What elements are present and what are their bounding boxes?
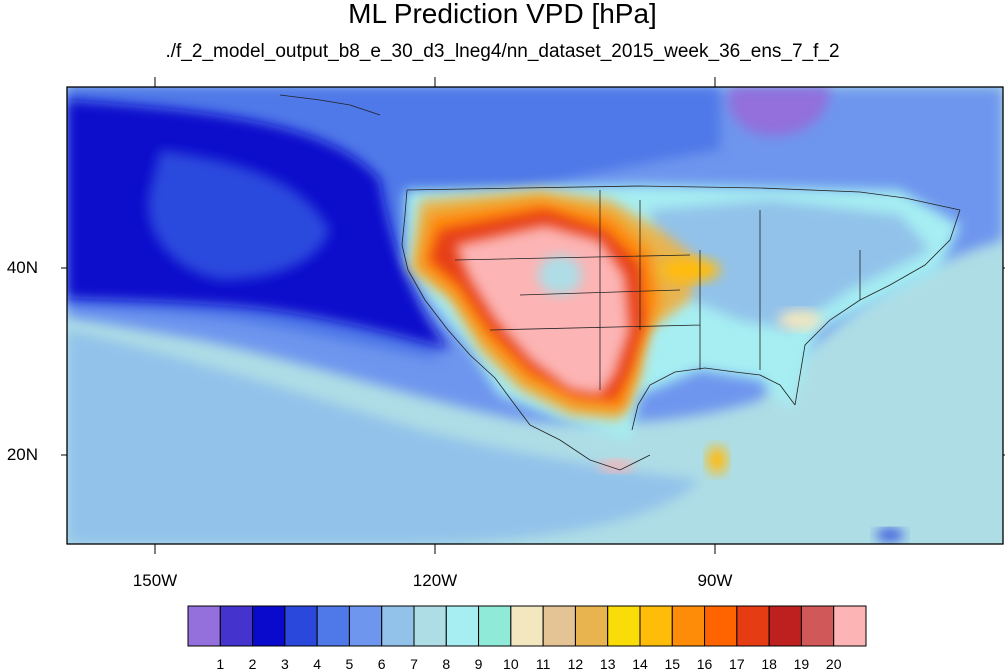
lat-label: 40N	[6, 258, 38, 277]
lat-label: 20N	[6, 445, 38, 464]
colorbar-label: 12	[567, 656, 584, 672]
colorbar-label: 15	[664, 656, 681, 672]
lon-label: 120W	[412, 571, 458, 590]
colorbar-label: 13	[599, 656, 616, 672]
colorbar-label: 11	[535, 656, 551, 672]
colorbar-label: 18	[761, 656, 777, 672]
colorbar-label: 7	[410, 656, 418, 672]
vpd-field	[67, 87, 1003, 544]
colorbar-label: 20	[825, 656, 842, 672]
axis-ticks	[61, 77, 1005, 554]
lon-label: 90W	[697, 571, 733, 590]
colorbar-label: 3	[280, 656, 289, 672]
colorbar-label: 4	[313, 656, 322, 672]
map-subtitle: ./f_2_model_output_b8_e_30_d3_lneg4/nn_d…	[165, 41, 840, 62]
coastlines	[279, 94, 961, 471]
colorbar-label: 1	[216, 656, 225, 672]
map-title: ML Prediction VPD [hPa]	[348, 0, 657, 29]
colorbar-label: 14	[632, 656, 648, 672]
colorbar-label: 9	[474, 656, 483, 672]
colorbar-label: 5	[345, 656, 354, 672]
colorbar-label: 17	[729, 656, 745, 672]
colorbar-label: 16	[696, 656, 713, 672]
colorbar-label: 2	[248, 656, 257, 672]
colorbar-label: 6	[377, 656, 386, 672]
colorbar-label: 8	[442, 656, 451, 672]
lon-label: 150W	[132, 571, 178, 590]
colorbar-label: 10	[503, 656, 519, 672]
colorbar-label: 19	[793, 656, 810, 672]
